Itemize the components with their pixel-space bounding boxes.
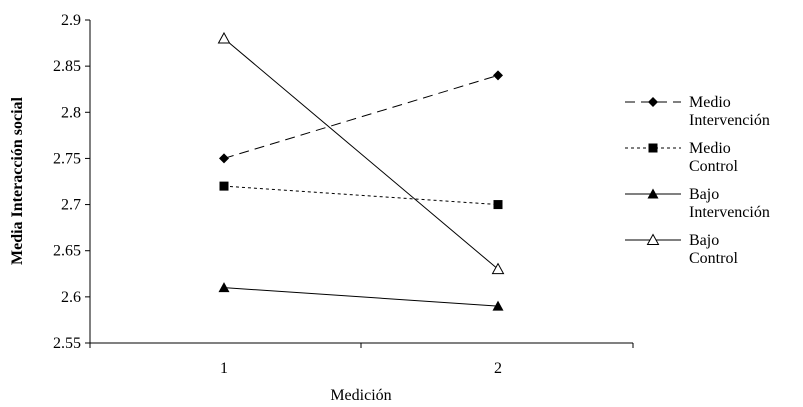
y-tick-label: 2.75 (53, 150, 81, 167)
data-point (493, 200, 503, 210)
data-point (491, 262, 505, 275)
legend-label: Bajo (689, 186, 719, 203)
series-layer (217, 31, 505, 311)
legend-marker (648, 97, 658, 107)
legend-label: Medio (689, 140, 731, 157)
y-tick-label: 2.6 (61, 289, 81, 306)
data-point (217, 31, 231, 44)
y-tick-label: 2.65 (53, 243, 81, 260)
data-point (219, 153, 229, 164)
legend-marker (648, 143, 658, 153)
x-tick-label: 2 (494, 360, 502, 377)
legend-label: Control (689, 250, 738, 267)
series-3 (217, 31, 505, 275)
y-tick-label: 2.55 (53, 335, 81, 352)
y-ticks: 2.55 2.6 2.65 2.7 2.75 2.8 2.85 2.9 (53, 12, 90, 352)
y-tick-label: 2.9 (61, 12, 81, 29)
legend-label: Intervención (689, 204, 770, 221)
y-tick-label: 2.85 (53, 58, 81, 75)
legend: MedioIntervenciónMedioControlBajoInterve… (625, 94, 770, 267)
series-0 (219, 70, 503, 164)
series-line (223, 185, 499, 206)
y-tick-label: 2.7 (61, 197, 81, 214)
series-line (223, 287, 499, 307)
x-axis-title: Medición (330, 387, 391, 404)
legend-label: Control (689, 158, 738, 175)
series-line (223, 74, 499, 159)
series-line (223, 38, 499, 270)
series-2 (218, 282, 504, 311)
series-1 (219, 181, 503, 210)
axes (89, 20, 633, 344)
legend-label: Medio (689, 94, 731, 111)
y-tick-label: 2.8 (61, 104, 81, 121)
data-point (218, 282, 230, 293)
data-point (493, 70, 503, 81)
legend-marker (647, 188, 659, 199)
x-tick-label: 1 (220, 360, 228, 377)
legend-label: Intervención (689, 112, 770, 129)
data-point (219, 181, 229, 191)
legend-marker (646, 233, 660, 245)
y-axis-title: Media Interacción social (9, 96, 26, 265)
legend-label: Bajo (689, 232, 719, 249)
data-point (492, 300, 504, 311)
